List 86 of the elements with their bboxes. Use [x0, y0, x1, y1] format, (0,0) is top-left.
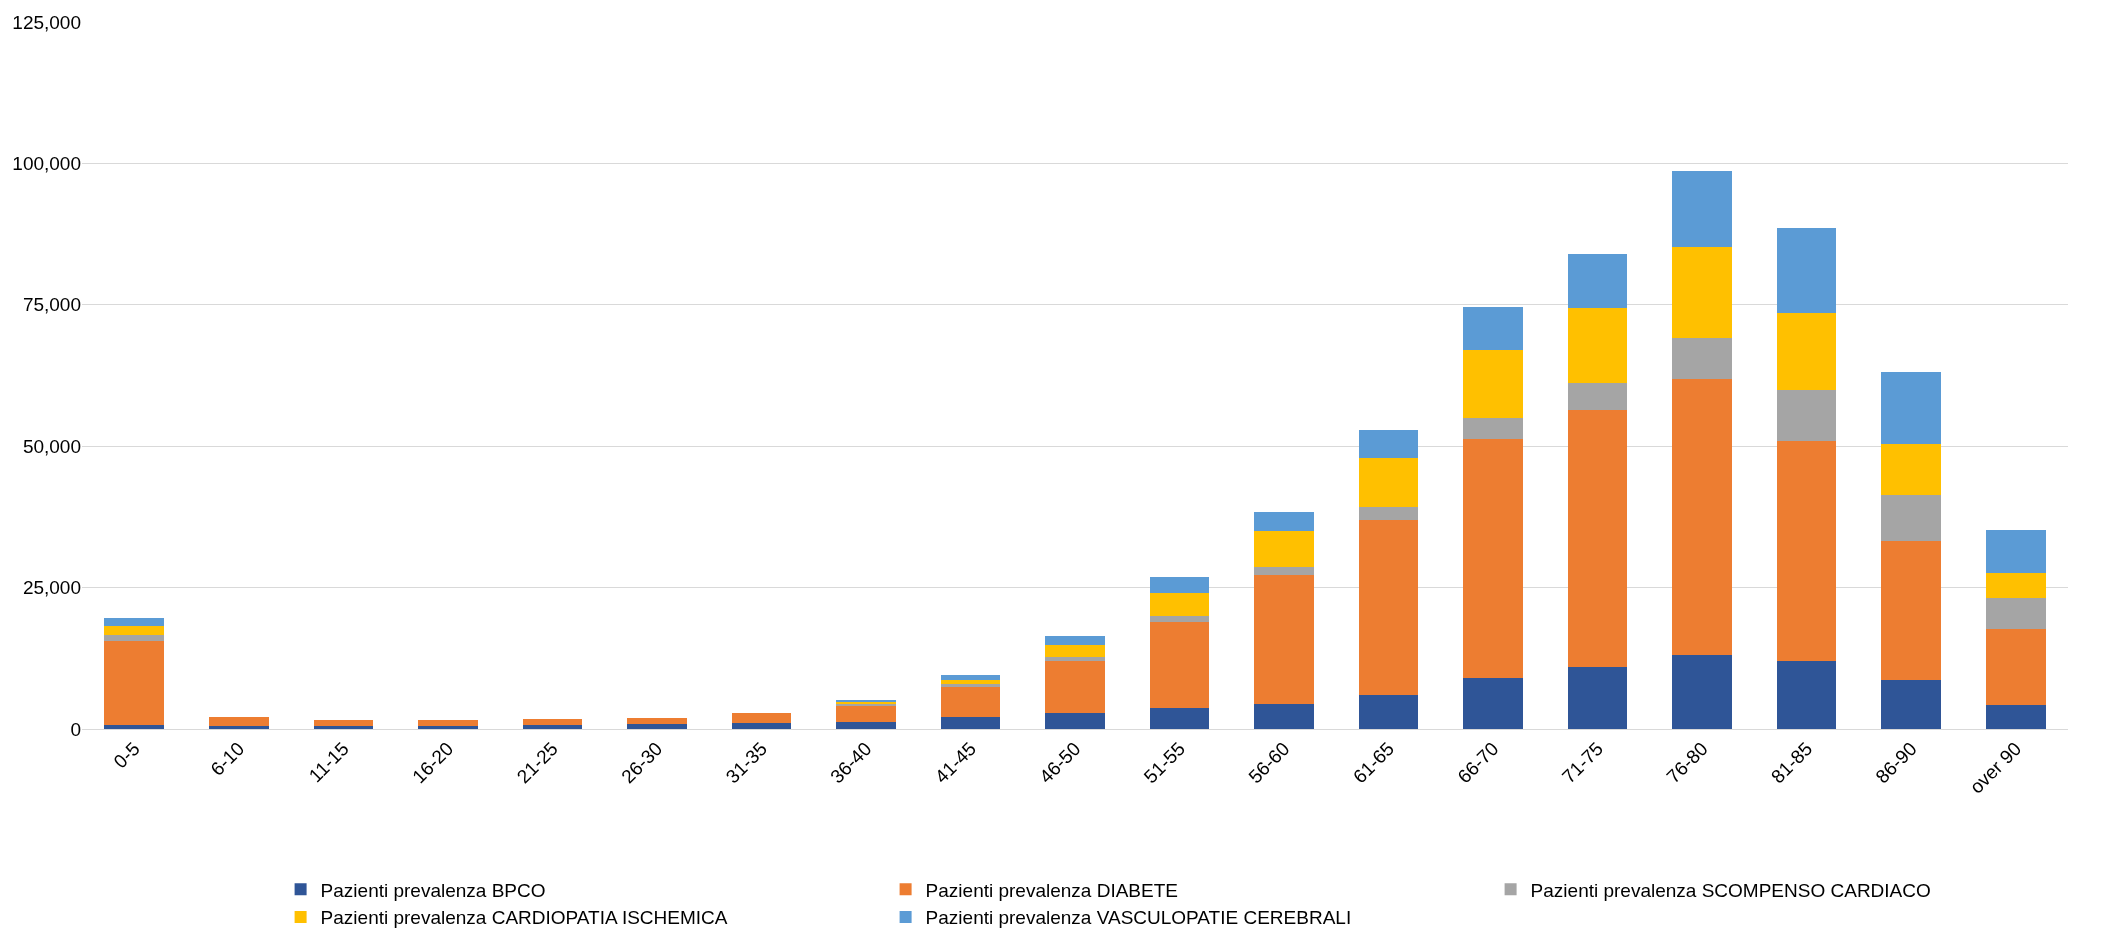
bar [104, 635, 165, 642]
bar [1254, 566, 1314, 575]
bar [1045, 636, 1105, 646]
bar [1776, 313, 1837, 390]
bar [1254, 512, 1314, 532]
bar [1463, 417, 1523, 440]
bar [1985, 572, 2046, 598]
bar [522, 725, 583, 729]
bar [1985, 628, 2046, 705]
bar [1463, 678, 1523, 729]
bar [104, 725, 165, 729]
y-tick-label: 100,000 [12, 153, 81, 175]
bar [1672, 337, 1732, 380]
bar [836, 721, 896, 729]
bar [1045, 645, 1105, 658]
bar [313, 726, 374, 729]
bar [1358, 430, 1419, 459]
y-tick-label: 75,000 [22, 294, 81, 316]
bar [1567, 307, 1628, 383]
bar [1985, 529, 2046, 573]
legend-label: Pazienti prevalenza BPCO [320, 879, 546, 901]
bar [1149, 615, 1210, 623]
x-tick-label: over 90 [1965, 738, 2026, 798]
bar [1881, 443, 1941, 495]
legend-label: Pazienti prevalenza DIABETE [925, 879, 1179, 901]
bar [1149, 622, 1210, 708]
bar [522, 719, 583, 726]
bar [1776, 228, 1837, 314]
bar [104, 625, 165, 636]
bar [418, 719, 478, 727]
bar [1463, 439, 1523, 679]
bar [940, 680, 1001, 685]
bar [836, 705, 896, 722]
bar [1881, 371, 1941, 444]
bar [1045, 713, 1105, 729]
bar [209, 717, 269, 727]
bar [1567, 666, 1628, 729]
bar [313, 719, 374, 727]
bar [1358, 458, 1419, 507]
legend-label: Pazienti prevalenza VASCULOPATIE CEREBRALI [925, 907, 1352, 929]
bar [627, 724, 687, 729]
bar [1045, 660, 1105, 714]
y-tick-label: 0 [70, 718, 81, 740]
x-tick-label: 6-10 [206, 738, 249, 780]
y-tick-label: 25,000 [22, 577, 81, 599]
bar [1672, 247, 1732, 338]
bar [209, 726, 269, 729]
bar [1149, 577, 1210, 593]
legend-label: Pazienti prevalenza SCOMPENSO CARDIACO [1530, 879, 1931, 901]
bar [1045, 657, 1105, 661]
legend-label: Pazienti prevalenza CARDIOPATIA ISCHEMICA [320, 907, 728, 929]
bar [1672, 655, 1732, 729]
bar [1776, 661, 1837, 729]
bar [1567, 382, 1628, 410]
y-tick-label: 125,000 [12, 11, 81, 33]
bar [731, 713, 792, 724]
bar [940, 684, 1001, 687]
bar [1567, 410, 1628, 667]
bar [1463, 350, 1523, 418]
bar [1776, 440, 1837, 662]
bar [1881, 494, 1941, 542]
bar [1149, 592, 1210, 616]
x-tick-label: 0-5 [109, 738, 144, 773]
bar [1672, 379, 1732, 656]
bar [731, 723, 792, 729]
bar [1881, 679, 1941, 729]
bar [1567, 253, 1628, 308]
bar [418, 726, 478, 729]
bar [1149, 707, 1210, 729]
bar [1776, 389, 1837, 441]
bar [1463, 307, 1523, 351]
bar [1881, 541, 1941, 680]
bar [1672, 170, 1732, 248]
bar [1254, 703, 1314, 729]
bar [1254, 574, 1314, 704]
bar [940, 717, 1001, 729]
bar [1985, 704, 2046, 729]
bar [1358, 694, 1419, 729]
bar [1254, 531, 1314, 567]
bar [1985, 597, 2046, 629]
bar [940, 686, 1001, 718]
bar [104, 641, 165, 726]
bar [1358, 506, 1419, 520]
y-tick-label: 50,000 [22, 435, 81, 457]
bar [1358, 519, 1419, 695]
bar [104, 617, 165, 626]
